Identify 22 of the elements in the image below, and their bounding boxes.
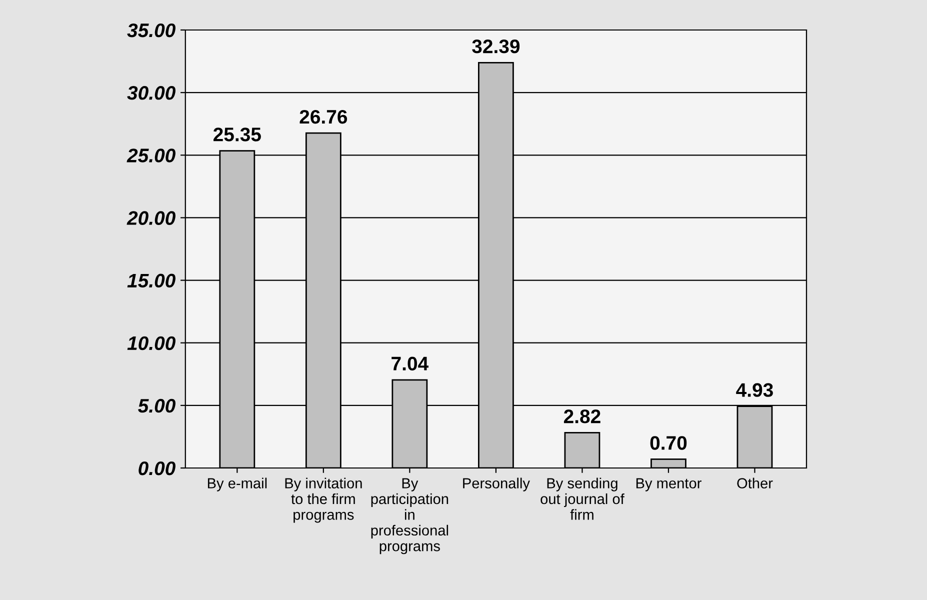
y-tick-label: 0.00: [138, 461, 176, 476]
data-label: 26.76: [300, 110, 348, 124]
y-tick-label: 30.00: [127, 86, 176, 100]
data-label: 25.35: [214, 128, 261, 142]
y-tick-label: 20.00: [126, 211, 176, 225]
x-tick-label: Personally: [463, 478, 530, 492]
y-tick-label: 35.00: [127, 23, 176, 38]
data-label: 2.82: [564, 410, 600, 424]
x-tick-label: Other: [737, 478, 773, 488]
data-label: 32.39: [472, 39, 520, 54]
data-label: 0.70: [650, 436, 687, 450]
data-label: 7.04: [392, 356, 428, 370]
x-tick-label: By invitation to the firm programs: [285, 478, 362, 523]
x-tick-label: By participation in professional programs: [371, 478, 448, 554]
x-tick-label: By e-mail: [208, 478, 267, 492]
x-tick-label: By sending out journal of firm: [540, 478, 624, 520]
y-tick-label: 5.00: [138, 398, 176, 413]
x-tick-label: By mentor: [636, 478, 702, 492]
y-tick-label: 10.00: [127, 336, 176, 350]
data-label: 4.93: [736, 383, 773, 397]
y-tick-label: 15.00: [127, 274, 176, 288]
y-tick-label: 25.00: [126, 148, 176, 162]
